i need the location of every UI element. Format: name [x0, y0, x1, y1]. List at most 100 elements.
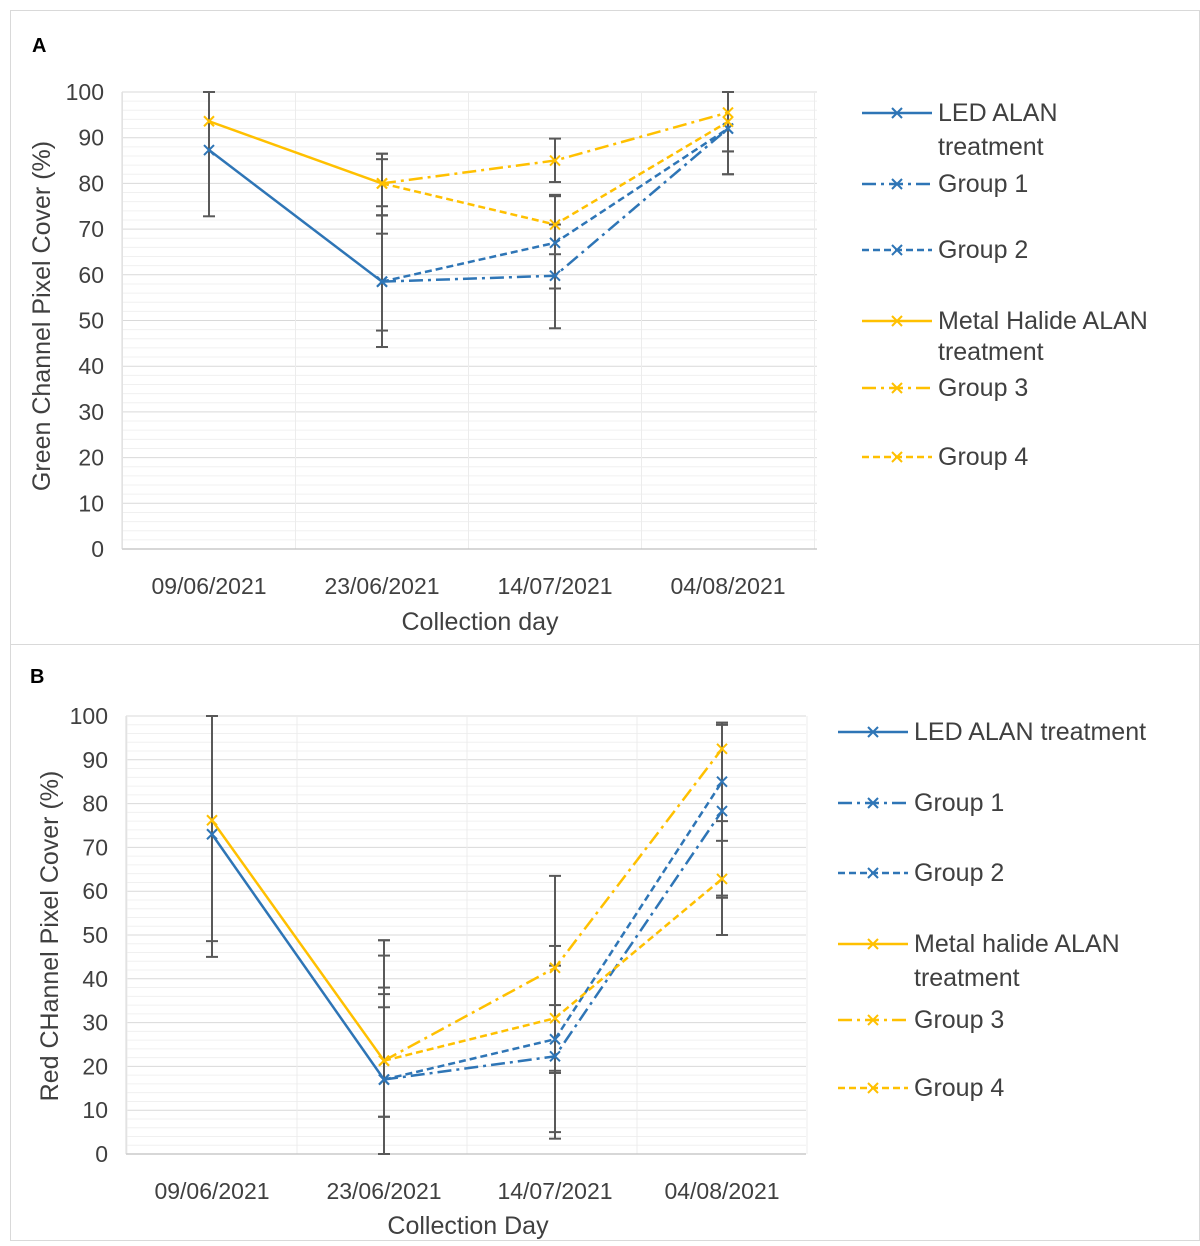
data-point-marker	[549, 218, 561, 231]
y-tick-label: 90	[82, 747, 108, 773]
panel-a-markers	[203, 106, 734, 288]
y-tick-label: 90	[78, 125, 104, 151]
legend-entry: Metal Halide ALAN treatment	[862, 307, 1148, 366]
data-point-marker	[378, 1054, 390, 1067]
y-tick-label: 100	[70, 703, 108, 729]
panel-b-x-axis-label: Collection Day	[387, 1212, 549, 1240]
panel-a-gridlines	[122, 91, 817, 550]
data-point-marker	[206, 828, 218, 840]
panel-a-y-tick-labels: 0 10 20 30 40 50 60 70 80 90 100	[66, 79, 104, 562]
series-line	[210, 819, 386, 1062]
panel-a: 0 10 20 30 40 50 60 70 80 90 100 09/06/2021 23/06/2…	[28, 79, 1148, 636]
data-point-marker	[722, 106, 734, 119]
y-tick-label: 10	[78, 490, 104, 516]
x-tick-label: 04/08/2021	[670, 573, 785, 599]
panel-b-gridlines	[126, 715, 808, 1155]
data-point-marker	[716, 873, 728, 885]
data-point-marker	[549, 237, 561, 249]
legend-label: Group 3	[938, 374, 1028, 402]
data-point-marker	[203, 144, 215, 156]
x-tick-label: 14/07/2021	[497, 1178, 612, 1204]
data-point-marker	[549, 962, 561, 974]
legend-entry: Metal halide ALAN treatment	[838, 930, 1120, 992]
legend-entry: LED ALAN treatment	[838, 718, 1146, 746]
data-point-marker	[378, 1073, 390, 1086]
panel-a-x-axis-label: Collection day	[401, 608, 559, 636]
y-tick-label: 40	[78, 353, 104, 379]
data-point-marker	[722, 115, 734, 128]
legend-label: Group 2	[914, 859, 1004, 887]
data-point-marker	[549, 1050, 561, 1063]
x-tick-label: 14/07/2021	[497, 573, 612, 599]
legend-label-continued: treatment	[938, 133, 1044, 161]
legend-entry: Group 2	[838, 859, 1004, 887]
data-point-marker	[376, 177, 388, 190]
legend-label: Metal halide ALAN	[914, 930, 1120, 958]
panel-b-markers	[206, 743, 728, 1086]
data-point-marker	[203, 115, 215, 127]
y-tick-label: 70	[78, 216, 104, 242]
y-tick-label: 30	[78, 399, 104, 425]
series-line	[208, 120, 383, 185]
y-tick-label: 80	[78, 170, 104, 196]
legend-label: LED ALAN treatment	[914, 718, 1146, 746]
y-tick-label: 70	[82, 834, 108, 860]
series-line	[208, 149, 383, 283]
y-tick-label: 30	[82, 1010, 108, 1036]
panel-b-y-axis-label: Red CHannel Pixel Cover (%)	[36, 771, 64, 1102]
panel-b-axes	[125, 716, 806, 1155]
panel-b-x-tick-labels: 09/06/2021 23/06/2021 14/07/2021 04/08/2021	[154, 1178, 779, 1204]
y-tick-label: 10	[82, 1097, 108, 1123]
legend-entry: Group 2	[862, 236, 1028, 264]
y-tick-label: 50	[82, 922, 108, 948]
data-point-marker	[549, 1033, 561, 1045]
y-tick-label: 50	[78, 308, 104, 334]
panel-a-axes	[121, 92, 817, 550]
legend-entry: Group 1	[862, 170, 1028, 198]
panel-a-y-axis-label: Green Channel Pixel Cover (%)	[28, 141, 56, 491]
data-point-marker	[549, 154, 561, 167]
legend-entry: Group 1	[838, 789, 1004, 817]
y-tick-label: 40	[82, 966, 108, 992]
data-point-marker	[716, 805, 728, 817]
series-line	[383, 781, 724, 1081]
x-tick-label: 23/06/2021	[326, 1178, 441, 1204]
legend-entry: LED ALAN treatment	[862, 99, 1058, 161]
series-line	[210, 833, 386, 1081]
legend-entry: Group 4	[862, 443, 1028, 471]
legend-label: Group 4	[938, 443, 1028, 471]
x-tick-label: 04/08/2021	[664, 1178, 779, 1204]
y-tick-label: 80	[82, 791, 108, 817]
data-point-marker	[716, 743, 728, 755]
y-tick-label: 0	[95, 1141, 108, 1167]
y-tick-label: 20	[82, 1053, 108, 1079]
data-point-marker	[549, 270, 561, 282]
legend-entry: Group 3	[862, 374, 1028, 402]
panel-b: 0 10 20 30 40 50 60 70 80 90 100 09/06/2021 23/06/2…	[36, 703, 1146, 1240]
data-point-marker	[549, 1012, 561, 1024]
panel-b-legend: LED ALAN treatment Group 1 Group 2 Metal ha…	[838, 718, 1146, 1102]
x-tick-label: 23/06/2021	[324, 573, 439, 599]
panel-a-x-tick-labels: 09/06/2021 23/06/2021 14/07/2021 04/08/2021	[151, 573, 785, 599]
legend-label: Group 1	[938, 170, 1028, 198]
data-point-marker	[376, 275, 388, 288]
panel-a-legend: LED ALAN treatment Group 1 Group 2 Metal Hal…	[862, 99, 1148, 471]
legend-label: Group 3	[914, 1006, 1004, 1034]
data-point-marker	[206, 814, 218, 826]
x-tick-label: 09/06/2021	[154, 1178, 269, 1204]
panel-b-y-tick-labels: 0 10 20 30 40 50 60 70 80 90 100	[70, 703, 108, 1167]
legend-label-continued: treatment	[914, 964, 1020, 992]
y-tick-label: 60	[82, 878, 108, 904]
legend-entry: Group 3	[838, 1006, 1004, 1034]
panel-b-letter: B	[30, 666, 44, 688]
legend-label: Metal Halide ALAN	[938, 307, 1148, 335]
legend-label: Group 4	[914, 1074, 1004, 1102]
legend-label: Group 1	[914, 789, 1004, 817]
legend-label: Group 2	[938, 236, 1028, 264]
x-tick-label: 09/06/2021	[151, 573, 266, 599]
legend-label-continued: treatment	[938, 338, 1044, 366]
data-point-marker	[716, 775, 728, 788]
y-tick-label: 20	[78, 445, 104, 471]
